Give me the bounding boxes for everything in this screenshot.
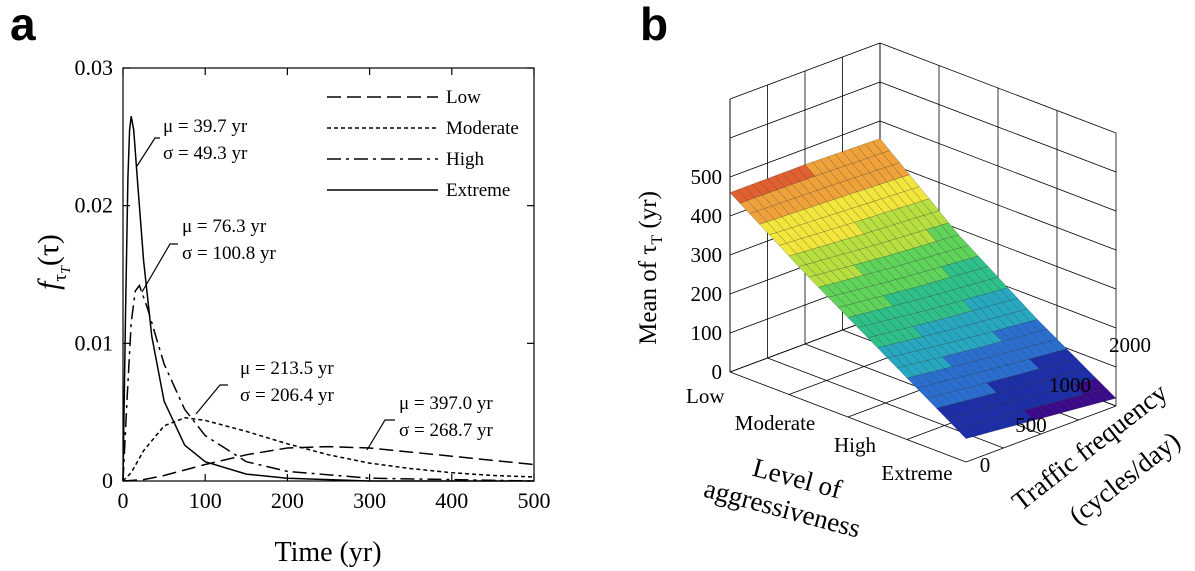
z-axis-label: Mean of τT (yr) — [635, 191, 666, 345]
surface-cell — [955, 426, 974, 439]
z-tick-labels: 0 100 200 300 400 500 — [691, 165, 723, 384]
panel-b-label: b — [640, 0, 668, 50]
annotations: μ = 397.0 yr σ = 268.7 yr μ = 213.5 yr σ = … — [136, 116, 493, 451]
annotation-leader — [141, 243, 178, 293]
annotation-sigma: σ = 206.4 yr — [240, 385, 334, 406]
y-tick-label: 1000 — [1049, 373, 1091, 397]
x-axis-label: Time (yr) — [274, 537, 381, 568]
annotation-mu: μ = 213.5 yr — [240, 358, 334, 379]
tick-labels: 0 100 200 300 400 500 0 0.01 0.02 0.03 — [75, 55, 551, 513]
z-tick-label: 300 — [691, 243, 723, 267]
y-tick-label: 0.02 — [75, 193, 114, 218]
grid-line — [879, 159, 1117, 251]
annotation-mu: μ = 397.0 yr — [399, 393, 493, 414]
x-tick-label: 300 — [353, 488, 386, 513]
y-tick-label: 2000 — [1109, 333, 1151, 357]
y-axis-label: fτT(τ) — [32, 234, 74, 290]
grid-line — [879, 120, 1117, 212]
panel-a: a 0 100 200 300 400 500 0 0.01 0.02 0.03 Time (yr… — [10, 0, 551, 568]
annotation-sigma: σ = 100.8 yr — [182, 243, 276, 264]
z-tick-label: 100 — [691, 321, 723, 345]
y-tick-label: 0 — [102, 468, 113, 493]
annotation-sigma: σ = 49.3 yr — [163, 143, 248, 164]
svg-text:Mean of τT (yr): Mean of τT (yr) — [635, 191, 666, 345]
grid-line — [879, 42, 1117, 134]
legend-label-extreme: Extreme — [446, 180, 510, 201]
grid-line — [729, 42, 881, 100]
annotation-mu: μ = 39.7 yr — [163, 116, 248, 137]
y-tick-label: 500 — [1015, 413, 1047, 437]
x-axis-label: Level of aggressiveness — [701, 452, 864, 543]
legend-label-moderate: Moderate — [446, 118, 519, 139]
z-tick-label: 0 — [712, 360, 723, 384]
series-line-low — [122, 445, 535, 482]
x-tick-label: Moderate — [735, 411, 815, 435]
x-tick-label: High — [834, 433, 877, 457]
x-tick-label: Extreme — [881, 461, 952, 485]
y-tick-label: 0 — [980, 453, 991, 477]
grid-line — [729, 371, 967, 463]
x-tick-label: 100 — [189, 488, 222, 513]
z-tick-label: 200 — [691, 282, 723, 306]
x-tick-label: 200 — [271, 488, 304, 513]
x-tick-label: Low — [686, 384, 725, 408]
curves — [122, 116, 535, 482]
annotation-mu: μ = 76.3 yr — [182, 216, 267, 237]
annotation-leader — [366, 419, 395, 451]
annotation-leader — [195, 384, 228, 415]
plot-frame — [122, 67, 535, 482]
annotation-leader — [136, 137, 160, 167]
y-tick-label: 0.01 — [75, 330, 114, 355]
legend-label-low: Low — [446, 87, 481, 108]
series-line-extreme — [122, 116, 534, 482]
grid-line — [729, 120, 881, 178]
svg-text:fτT(τ): fτT(τ) — [32, 234, 74, 290]
series-line-moderate — [122, 416, 535, 482]
series-line-high — [122, 283, 535, 482]
x-tick-label: 400 — [435, 488, 468, 513]
panel-b: b 0 100 200 300 400 500 Low Moderate HighExtrem… — [635, 0, 1186, 544]
legend: Low Moderate High Extreme — [327, 87, 519, 201]
legend-label-high: High — [446, 149, 485, 170]
surface — [729, 138, 1117, 439]
annotation-sigma: σ = 268.7 yr — [399, 420, 493, 441]
grid-line — [729, 81, 881, 139]
z-tick-label: 400 — [691, 204, 723, 228]
panel-a-label: a — [10, 0, 36, 50]
x-tick-label: 0 — [118, 488, 129, 513]
grid-line — [879, 81, 1117, 173]
y-tick-label: 0.03 — [75, 55, 114, 80]
z-tick-label: 500 — [691, 165, 723, 189]
x-tick-label: 500 — [518, 488, 551, 513]
